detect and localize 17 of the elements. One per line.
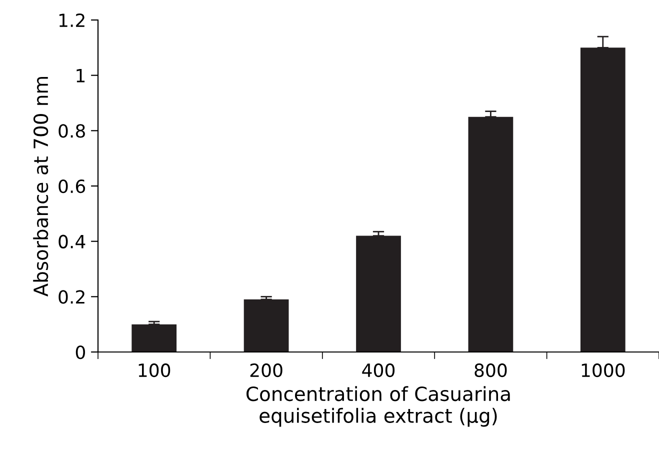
- x-tick-label: 200: [250, 363, 282, 378]
- y-tick-label: 0.6: [58, 179, 86, 194]
- y-tick-label: 0.2: [58, 290, 84, 304]
- x-axis-title: Concentration of Casuarina equisetifolia extract (µg): [246, 386, 510, 427]
- y-tick-label: 0: [76, 345, 85, 360]
- y-tick-label: 0.8: [58, 124, 85, 138]
- y-tick-label: 1: [76, 69, 85, 82]
- x-tick-label: 800: [474, 363, 507, 378]
- y-axis-title: Absorbance at 700 nm: [33, 76, 48, 297]
- x-tick-label: 1000: [582, 363, 625, 378]
- bar: [356, 236, 401, 352]
- bar: [244, 299, 289, 352]
- x-tick-label: 400: [362, 363, 395, 378]
- y-tick-label: 0.4: [58, 234, 86, 248]
- y-tick-label: 1.2: [59, 13, 84, 27]
- bar: [132, 324, 177, 352]
- x-tick-label: 100: [138, 363, 170, 378]
